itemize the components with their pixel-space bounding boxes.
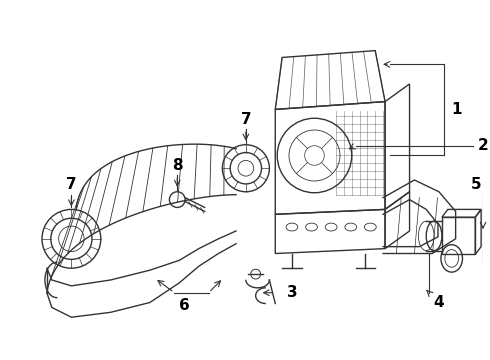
Text: 2: 2 bbox=[478, 138, 489, 153]
Text: 8: 8 bbox=[172, 158, 183, 173]
Text: 1: 1 bbox=[451, 102, 462, 117]
Text: 6: 6 bbox=[179, 298, 190, 313]
Text: 7: 7 bbox=[241, 112, 251, 127]
Text: 5: 5 bbox=[471, 177, 482, 192]
Text: 7: 7 bbox=[66, 177, 77, 192]
Text: 4: 4 bbox=[434, 295, 444, 310]
Text: 3: 3 bbox=[287, 285, 297, 300]
